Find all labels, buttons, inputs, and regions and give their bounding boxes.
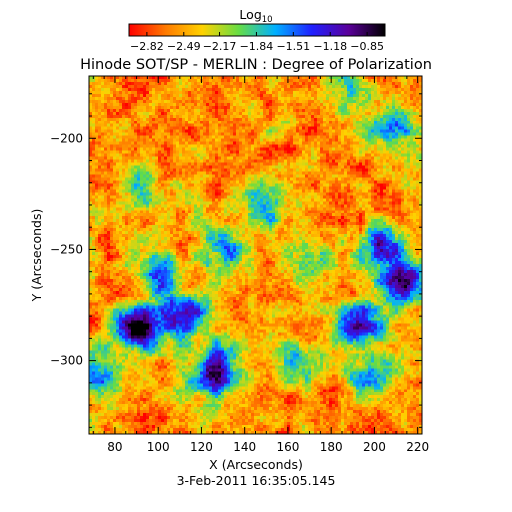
chart-title: Hinode SOT/SP - MERLIN : Degree of Polar… <box>80 57 432 73</box>
colorbar-tick-label: −2.49 <box>167 40 201 53</box>
colorbar-tick-label: −2.17 <box>203 40 237 53</box>
heatmap-plot: 80 100 120 140 160 180 200 220 −200 −250 −300 <box>50 75 429 454</box>
colorbar-tick-label: −2.82 <box>130 40 164 53</box>
x-tick-label: 160 <box>276 440 299 454</box>
x-tick-label: 220 <box>406 440 429 454</box>
colorbar-ticks <box>146 32 368 36</box>
colorbar-bar <box>128 23 386 37</box>
heatmap-image <box>89 76 422 434</box>
x-tick-label: 180 <box>320 440 343 454</box>
x-tick-label: 140 <box>233 440 256 454</box>
y-axis-label: Y (Arcseconds) <box>29 209 44 303</box>
colorbar-label: Log10 <box>239 7 272 25</box>
colorbar-tick-labels: −2.82 −2.49 −2.17 −1.84 −1.51 −1.18 −0.85 <box>130 40 384 53</box>
x-axis-label: X (Arcseconds) <box>209 457 303 472</box>
colorbar-tick-label: −1.84 <box>240 40 274 53</box>
y-tick-label: −200 <box>50 131 83 145</box>
x-tick-label: 80 <box>107 440 122 454</box>
y-tick-label: −250 <box>50 242 83 256</box>
colorbar: Log10 −2.82 −2.49 −2.17 −1.84 −1.51 −1.18 −0.8… <box>128 7 386 53</box>
x-axis: 80 100 120 140 160 180 200 220 <box>92 76 429 454</box>
colorbar-tick-label: −1.51 <box>276 40 310 53</box>
x-tick-label: 200 <box>363 440 386 454</box>
timestamp: 3-Feb-2011 16:35:05.145 <box>177 473 336 488</box>
colorbar-tick-label: −1.18 <box>313 40 347 53</box>
colorbar-tick-label: −0.85 <box>350 40 384 53</box>
x-tick-label: 120 <box>190 440 213 454</box>
y-axis: −200 −250 −300 <box>50 93 422 428</box>
x-tick-label: 100 <box>147 440 170 454</box>
y-tick-label: −300 <box>50 354 83 368</box>
